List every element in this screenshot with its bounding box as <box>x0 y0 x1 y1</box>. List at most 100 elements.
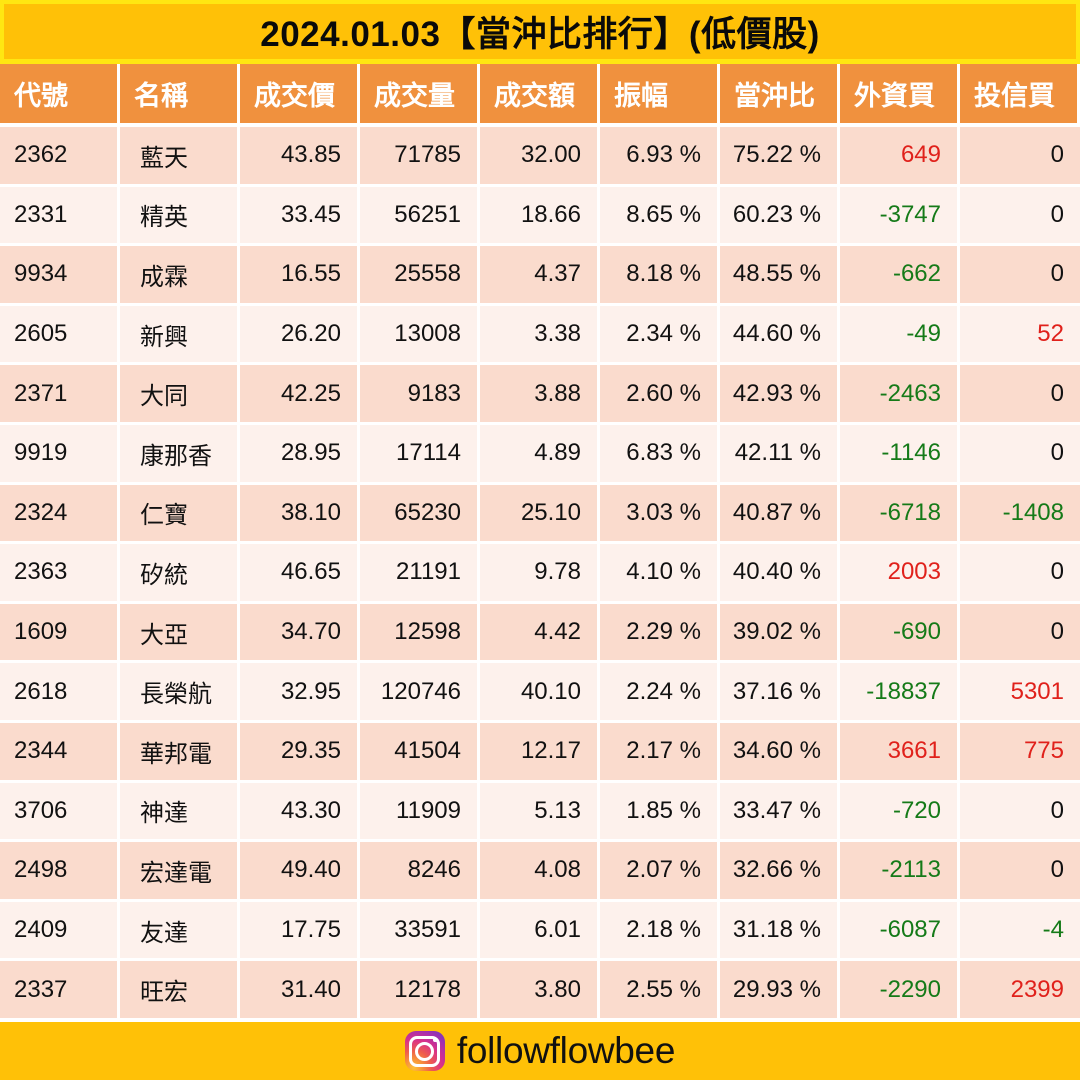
cell-volume: 12598 <box>360 603 480 664</box>
cell-price: 49.40 <box>240 842 360 902</box>
table-row[interactable]: 1609 大亞 34.70 12598 4.42 2.29 % 39.02 % -690 0 <box>0 603 1080 664</box>
cell-price: 16.55 <box>240 246 360 306</box>
column-header-day_trade[interactable]: 當沖比 <box>720 64 840 127</box>
cell-code: 2362 <box>0 127 120 187</box>
cell-volume: 12178 <box>360 961 480 1021</box>
cell-trust: -1408 <box>960 484 1080 545</box>
cell-volume: 56251 <box>360 186 480 247</box>
cell-day_trade: 48.55 % <box>720 246 840 306</box>
cell-day_trade: 33.47 % <box>720 782 840 843</box>
cell-code: 2324 <box>0 484 120 545</box>
column-header-range[interactable]: 振幅 <box>600 64 720 127</box>
cell-volume: 65230 <box>360 484 480 545</box>
cell-code: 2331 <box>0 186 120 247</box>
footer: followflowbee <box>0 1022 1080 1080</box>
column-header-code[interactable]: 代號 <box>0 64 120 127</box>
cell-range: 1.85 % <box>600 782 720 843</box>
cell-range: 2.24 % <box>600 663 720 723</box>
cell-price: 26.20 <box>240 305 360 366</box>
ranking-table: 代號 名稱 成交價 成交量 成交額 振幅 當沖比 外資買 投信買 2362 藍天 43.85 7178… <box>0 64 1080 1022</box>
table-row[interactable]: 3706 神達 43.30 11909 5.13 1.85 % 33.47 % -720 0 <box>0 782 1080 843</box>
cell-day_trade: 29.93 % <box>720 961 840 1021</box>
cell-trust: -4 <box>960 901 1080 962</box>
table-row[interactable]: 2344 華邦電 29.35 41504 12.17 2.17 % 34.60 % 3661 7… <box>0 722 1080 783</box>
instagram-icon[interactable] <box>404 1031 445 1071</box>
cell-foreign: -6718 <box>840 484 960 545</box>
cell-volume: 41504 <box>360 722 480 783</box>
cell-volume: 33591 <box>360 901 480 962</box>
cell-range: 2.60 % <box>600 365 720 425</box>
cell-trust: 2399 <box>960 961 1080 1021</box>
table-row[interactable]: 2324 仁寶 38.10 65230 25.10 3.03 % 40.87 % -6718-… <box>0 484 1080 545</box>
cell-day_trade: 75.22 % <box>720 127 840 187</box>
cell-trust: 0 <box>960 365 1080 425</box>
cell-volume: 17114 <box>360 424 480 485</box>
table-row[interactable]: 9919 康那香 28.95 17114 4.89 6.83 % 42.11 % -1146 0 <box>0 424 1080 485</box>
cell-volume: 21191 <box>360 544 480 604</box>
cell-trust: 52 <box>960 305 1080 366</box>
cell-range: 2.07 % <box>600 842 720 902</box>
table-row[interactable]: 2362 藍天 43.85 71785 32.00 6.93 % 75.22 % 649 0 <box>0 127 1080 187</box>
cell-amount: 9.78 <box>480 544 600 604</box>
table-row[interactable]: 2618 長榮航 32.95 120746 40.10 2.24 % 37.16 % -188… <box>0 663 1080 723</box>
table-row[interactable]: 2498 宏達電 49.40 8246 4.08 2.07 % 32.66 % -2113 0 <box>0 842 1080 902</box>
cell-code: 2371 <box>0 365 120 425</box>
cell-name: 友達 <box>120 901 240 962</box>
cell-volume: 8246 <box>360 842 480 902</box>
page-title: 2024.01.03【當沖比排行】(低價股) <box>260 15 820 54</box>
cell-amount: 3.88 <box>480 365 600 425</box>
table-row[interactable]: 9934 成霖 16.55 25558 4.37 8.18 % 48.55 % -662 0 <box>0 246 1080 306</box>
column-header-name[interactable]: 名稱 <box>120 64 240 127</box>
cell-day_trade: 39.02 % <box>720 603 840 664</box>
cell-range: 2.29 % <box>600 603 720 664</box>
table-row[interactable]: 2605 新興 26.20 13008 3.38 2.34 % 44.60 % -49 52 <box>0 305 1080 366</box>
cell-volume: 71785 <box>360 127 480 187</box>
cell-code: 2498 <box>0 842 120 902</box>
cell-price: 38.10 <box>240 484 360 545</box>
cell-foreign: 649 <box>840 127 960 187</box>
column-header-amount[interactable]: 成交額 <box>480 64 600 127</box>
cell-volume: 9183 <box>360 365 480 425</box>
cell-trust: 0 <box>960 782 1080 843</box>
table-row[interactable]: 2371 大同 42.25 9183 3.88 2.60 % 42.93 % -2463 0 <box>0 365 1080 425</box>
title-bar: 2024.01.03【當沖比排行】(低價股) <box>0 0 1080 64</box>
cell-price: 33.45 <box>240 186 360 247</box>
cell-code: 2344 <box>0 722 120 783</box>
column-header-volume[interactable]: 成交量 <box>360 64 480 127</box>
table-header-row: 代號 名稱 成交價 成交量 成交額 振幅 當沖比 外資買 投信買 <box>0 64 1080 127</box>
table-row[interactable]: 2331 精英 33.45 56251 18.66 8.65 % 60.23 % -3747 0 <box>0 186 1080 247</box>
column-header-trust[interactable]: 投信買 <box>960 64 1080 127</box>
cell-trust: 0 <box>960 127 1080 187</box>
cell-name: 康那香 <box>120 424 240 485</box>
cell-foreign: -3747 <box>840 186 960 247</box>
cell-foreign: -690 <box>840 603 960 664</box>
cell-range: 8.65 % <box>600 186 720 247</box>
table-row[interactable]: 2337 旺宏 31.40 12178 3.80 2.55 % 29.93 % -2290 23… <box>0 961 1080 1021</box>
cell-code: 3706 <box>0 782 120 843</box>
column-header-foreign[interactable]: 外資買 <box>840 64 960 127</box>
cell-trust: 0 <box>960 842 1080 902</box>
cell-day_trade: 40.40 % <box>720 544 840 604</box>
cell-amount: 4.08 <box>480 842 600 902</box>
cell-code: 2618 <box>0 663 120 723</box>
cell-foreign: 2003 <box>840 544 960 604</box>
cell-name: 神達 <box>120 782 240 843</box>
cell-name: 大亞 <box>120 603 240 664</box>
column-header-price[interactable]: 成交價 <box>240 64 360 127</box>
cell-name: 精英 <box>120 186 240 247</box>
cell-code: 9934 <box>0 246 120 306</box>
cell-name: 矽統 <box>120 544 240 604</box>
cell-day_trade: 34.60 % <box>720 722 840 783</box>
cell-volume: 25558 <box>360 246 480 306</box>
cell-name: 大同 <box>120 365 240 425</box>
instagram-handle[interactable]: followflowbee <box>456 1030 676 1071</box>
cell-name: 長榮航 <box>120 663 240 723</box>
cell-foreign: -2290 <box>840 961 960 1021</box>
cell-day_trade: 60.23 % <box>720 186 840 247</box>
table-row[interactable]: 2363 矽統 46.65 21191 9.78 4.10 % 40.40 % 2003 0 <box>0 544 1080 604</box>
cell-code: 2409 <box>0 901 120 962</box>
cell-amount: 5.13 <box>480 782 600 843</box>
table-row[interactable]: 2409 友達 17.75 33591 6.01 2.18 % 31.18 % -6087 -4 <box>0 901 1080 962</box>
cell-day_trade: 42.93 % <box>720 365 840 425</box>
